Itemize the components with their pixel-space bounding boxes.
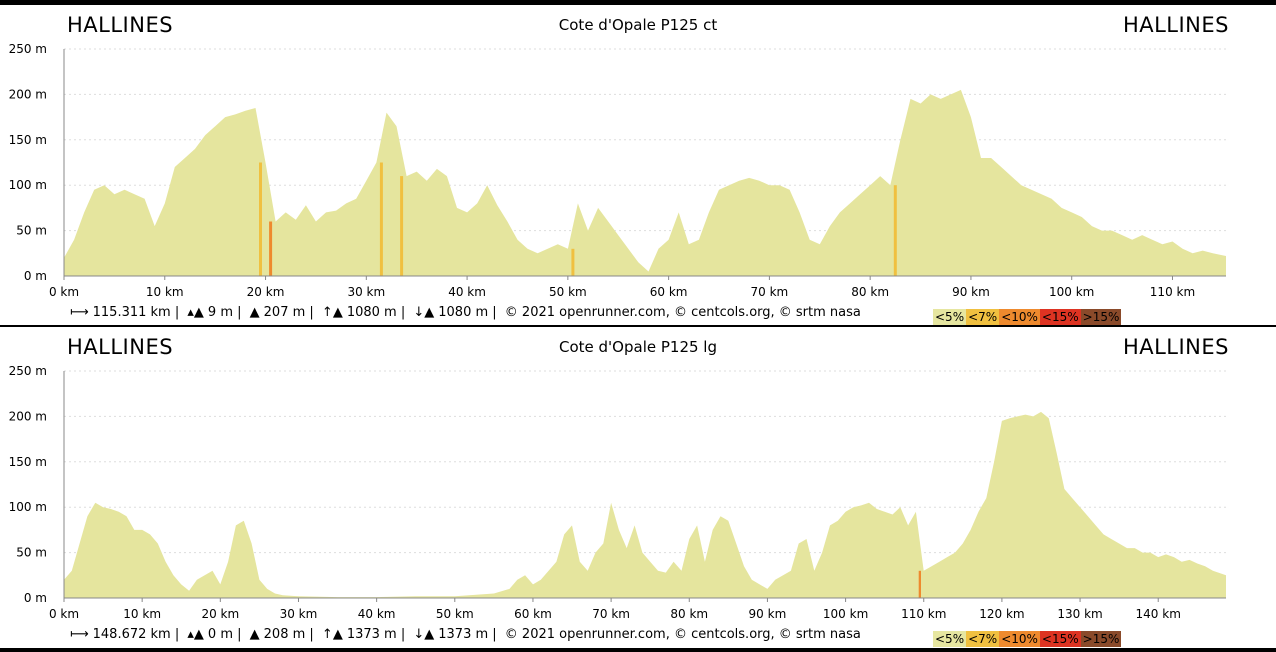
end-place-label: HALLINES <box>1122 335 1229 359</box>
elevation-panel-short: HALLINES Cote d'Opale P125 ct HALLINES 0… <box>0 5 1276 327</box>
distance-icon: ⟼ <box>70 305 89 320</box>
y-tick-label: 50 m <box>16 224 47 238</box>
x-tick-label: 110 km <box>901 607 946 621</box>
x-tick-label: 60 km <box>650 285 688 299</box>
elevation-panel-long: HALLINES Cote d'Opale P125 lg HALLINES 0… <box>0 327 1276 649</box>
y-tick-label: 0 m <box>24 269 47 283</box>
x-tick-label: 30 km <box>280 607 318 621</box>
x-tick-label: 130 km <box>1057 607 1102 621</box>
x-tick-label: 100 km <box>823 607 868 621</box>
descent-icon: ↓▲ <box>413 627 435 642</box>
y-tick-label: 250 m <box>9 364 47 378</box>
legend-item-gt15: >15% <box>1080 631 1122 647</box>
gradient-segment <box>400 176 404 276</box>
max-altitude-icon: ▲ <box>249 627 260 642</box>
legend-item-lt7: <7% <box>966 309 1000 325</box>
start-place-label: HALLINES <box>67 335 174 359</box>
x-tick-label: 50 km <box>436 607 474 621</box>
legend-item-gt15: >15% <box>1080 309 1122 325</box>
gradient-segment <box>571 248 575 276</box>
legend-item-lt5: <5% <box>933 309 967 325</box>
bottom-border <box>0 648 1276 652</box>
min-altitude-icon: ▴▲ <box>187 627 204 642</box>
x-tick-label: 80 km <box>851 285 889 299</box>
x-tick-label: 140 km <box>1136 607 1181 621</box>
gradient-segment <box>893 185 897 276</box>
x-tick-label: 10 km <box>123 607 161 621</box>
ascent-icon: ↑▲ <box>321 627 343 642</box>
x-tick-label: 20 km <box>247 285 285 299</box>
gradient-legend: <5% <7% <10% <15% >15% <box>933 631 1122 647</box>
legend-item-lt15: <15% <box>1039 631 1081 647</box>
max-altitude-value: 208 m | <box>263 627 314 642</box>
gradient-segment <box>379 162 383 276</box>
panel-divider <box>0 325 1276 327</box>
max-altitude-value: 207 m | <box>263 305 314 320</box>
x-tick-label: 100 km <box>1049 285 1094 299</box>
gradient-segment <box>269 221 273 276</box>
x-tick-label: 40 km <box>358 607 396 621</box>
distance-icon: ⟼ <box>70 627 89 642</box>
descent-value: 1080 m | <box>438 305 497 320</box>
start-place-label: HALLINES <box>67 13 174 37</box>
ascent-value: 1373 m | <box>346 627 406 642</box>
x-tick-label: 0 km <box>49 607 79 621</box>
x-tick-label: 90 km <box>952 285 990 299</box>
chart-title: Cote d'Opale P125 ct <box>558 16 718 34</box>
x-tick-label: 80 km <box>670 607 708 621</box>
x-tick-label: 20 km <box>201 607 239 621</box>
y-tick-label: 100 m <box>9 178 47 192</box>
min-altitude-value: 9 m | <box>207 305 242 320</box>
elevation-area <box>64 411 1226 598</box>
descent-value: 1373 m | <box>438 627 497 642</box>
elevation-chart-svg: 0 m 50 m 100 m 150 m 200 m 250 m 0 km 10 km 20 k… <box>9 42 1226 299</box>
distance-value: 115.311 km | <box>92 305 180 320</box>
x-tick-label: 10 km <box>146 285 184 299</box>
x-tick-label: 40 km <box>448 285 486 299</box>
credits-text: © 2021 openrunner.com, © centcols.org, ©… <box>504 305 861 320</box>
x-tick-label: 60 km <box>514 607 552 621</box>
legend-item-lt10: <10% <box>999 631 1040 647</box>
elevation-area <box>64 89 1226 277</box>
x-tick-label: 50 km <box>549 285 587 299</box>
x-tick-label: 110 km <box>1150 285 1195 299</box>
credits-text: © 2021 openrunner.com, © centcols.org, ©… <box>504 627 861 642</box>
gradient-legend: <5% <7% <10% <15% >15% <box>933 309 1122 325</box>
top-border <box>0 0 1276 5</box>
legend-item-lt10: <10% <box>999 309 1040 325</box>
min-altitude-value: 0 m | <box>207 627 242 642</box>
y-tick-label: 100 m <box>9 500 47 514</box>
route-stats: ⟼ 115.311 km | ▴▲ 9 m | ▲ 207 m | ↑▲ 1080 m … <box>70 305 865 320</box>
x-tick-label: 0 km <box>49 285 79 299</box>
descent-icon: ↓▲ <box>413 305 435 320</box>
end-place-label: HALLINES <box>1122 13 1229 37</box>
route-stats: ⟼ 148.672 km | ▴▲ 0 m | ▲ 208 m | ↑▲ 1373 m … <box>70 627 865 642</box>
x-tick-label: 70 km <box>751 285 789 299</box>
y-tick-label: 250 m <box>9 42 47 56</box>
legend-item-lt5: <5% <box>933 631 967 647</box>
chart-title: Cote d'Opale P125 lg <box>559 338 717 356</box>
x-tick-label: 90 km <box>749 607 787 621</box>
ascent-value: 1080 m | <box>346 305 406 320</box>
gradient-segment <box>259 162 262 276</box>
legend-item-lt15: <15% <box>1039 309 1081 325</box>
gradient-segment <box>918 570 921 598</box>
max-altitude-icon: ▲ <box>249 305 260 320</box>
ascent-icon: ↑▲ <box>321 305 343 320</box>
elevation-chart-svg: 0 m 50 m 100 m 150 m 200 m 250 m 0 km 10 km 20 k… <box>9 364 1226 621</box>
legend-item-lt7: <7% <box>966 631 1000 647</box>
y-tick-label: 0 m <box>24 591 47 605</box>
distance-value: 148.672 km | <box>92 627 180 642</box>
x-tick-label: 120 km <box>979 607 1024 621</box>
x-tick-label: 70 km <box>592 607 630 621</box>
min-altitude-icon: ▴▲ <box>187 305 204 320</box>
x-tick-label: 30 km <box>347 285 385 299</box>
y-tick-label: 200 m <box>9 87 47 101</box>
y-tick-label: 150 m <box>9 455 47 469</box>
y-tick-label: 200 m <box>9 409 47 423</box>
y-tick-label: 150 m <box>9 133 47 147</box>
y-tick-label: 50 m <box>16 546 47 560</box>
